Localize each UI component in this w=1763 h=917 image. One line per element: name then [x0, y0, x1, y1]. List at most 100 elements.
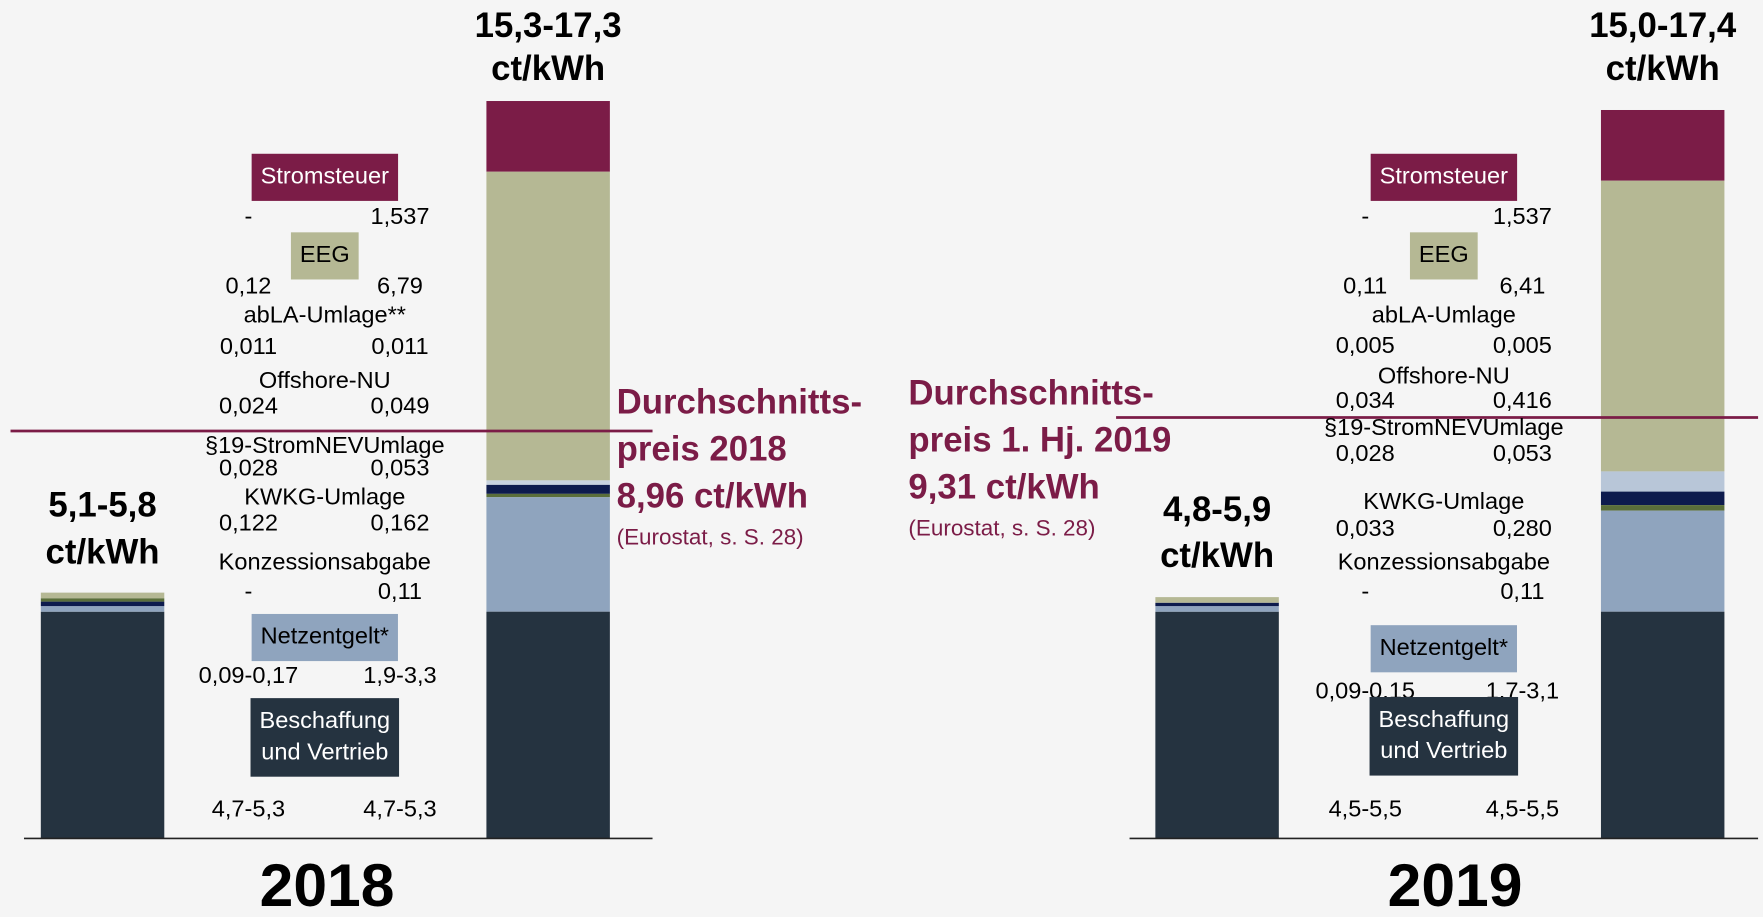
component: Offshore-NU0,034 0,416 [1336, 362, 1552, 413]
bar-segment [1600, 505, 1725, 511]
component-box [290, 232, 359, 280]
component-low: 0,005 [1336, 332, 1395, 358]
component: Offshore-NU0,024 0,049 [219, 367, 429, 419]
average-value: 9,31 ct/kWh [908, 469, 1099, 507]
bar-segment [486, 484, 610, 494]
component-box [250, 698, 400, 777]
bar-segment [1155, 602, 1279, 607]
average-title: Durchschnitts- [617, 383, 862, 421]
component: EEG 0,11 6,41 [1343, 232, 1545, 299]
component-box [251, 153, 399, 201]
component-high: 1,537 [1493, 203, 1552, 229]
component-high: 0,280 [1493, 515, 1552, 541]
total-label: 4,8-5,9 [1163, 491, 1271, 529]
bar-segment [1600, 510, 1725, 612]
bar-segment [1600, 109, 1725, 181]
component-high: 0,005 [1493, 332, 1552, 358]
component: Stromsteuer- 1,537 [1361, 153, 1552, 229]
component-high: 0,11 [378, 578, 422, 604]
component-name: KWKG-Umlage [1363, 488, 1524, 514]
component-low: 4,7-5,3 [212, 796, 285, 822]
bar-segment [1155, 611, 1279, 839]
component-name: Netzentgelt* [261, 623, 389, 649]
component-name: EEG [300, 241, 350, 267]
component-low: 0,11 [1343, 273, 1387, 299]
component-low: 0,028 [1336, 440, 1395, 466]
component-low: - [245, 203, 253, 229]
total-label: ct/kWh [1160, 537, 1274, 575]
component: Beschaffung und Vertrieb 4,5-5,5 4,5-5,5 [1329, 697, 1559, 822]
component-name: KWKG-Umlage [244, 484, 405, 510]
component-box [1409, 232, 1478, 280]
average-title: preis 2018 [617, 430, 787, 468]
component-low: 0,122 [219, 509, 278, 535]
component-low: - [245, 578, 253, 604]
average-title: preis 1. Hj. 2019 [908, 421, 1171, 459]
component-high: 6,79 [377, 273, 423, 299]
bar-segment [40, 611, 165, 839]
bar-segment [1600, 180, 1725, 472]
component-low: 0,011 [220, 333, 277, 359]
bar-segment [40, 601, 165, 607]
component-high: 0,053 [1493, 440, 1552, 466]
component-low: - [1361, 203, 1369, 229]
bar-segment [486, 493, 610, 498]
bar-segment [486, 171, 610, 481]
component: Netzentgelt* 0,09-0,17 1,9-3,3 [199, 613, 437, 688]
bar-segment [1600, 491, 1725, 506]
component-high: 6,41 [1499, 273, 1545, 299]
component: abLA-Umlage 0,005 0,005 [1336, 302, 1552, 358]
component-name: Beschaffung [1379, 706, 1510, 732]
component-name: Beschaffung [260, 707, 391, 733]
component-low: 0,09-0,17 [199, 662, 299, 688]
component: abLA-Umlage** 0,011 0,011 [220, 302, 429, 359]
component-high: 0,162 [371, 509, 430, 535]
component-box [1370, 153, 1518, 201]
bar-segment [486, 480, 610, 485]
component: EEG 0,12 6,79 [226, 232, 423, 299]
component-high: 0,011 [371, 333, 428, 359]
average-source: (Eurostat, s. S. 28) [617, 525, 804, 550]
component-name: §19-StromNEVUmlage [1324, 414, 1564, 440]
bar-segment [1600, 471, 1725, 492]
component-low: 0,034 [1336, 387, 1395, 413]
total-label: 15,3-17,3 [475, 7, 622, 45]
component-name: Netzentgelt* [1380, 634, 1508, 660]
component-name: Konzessionsabgabe [1338, 549, 1550, 575]
component-box [1369, 697, 1519, 776]
component-high: 1,9-3,3 [363, 662, 436, 688]
component-low: 0,024 [219, 393, 278, 419]
total-label: 5,1-5,8 [48, 487, 156, 525]
component-low: 0,028 [219, 454, 278, 480]
component-box [251, 613, 398, 662]
year-label: 2019 [1388, 851, 1523, 917]
component-low: - [1361, 578, 1369, 604]
bar-segment [486, 611, 610, 839]
component-name: Stromsteuer [1380, 163, 1508, 189]
bar-segment [40, 592, 165, 599]
bar-segment [1155, 606, 1279, 612]
component-low: 0,033 [1336, 515, 1395, 541]
component-name: abLA-Umlage** [244, 302, 406, 328]
component: Beschaffung und Vertrieb 4,7-5,3 4,7-5,3 [212, 698, 437, 822]
component-high: 0,049 [371, 393, 430, 419]
component-name: abLA-Umlage [1372, 302, 1516, 328]
bar-segment [1155, 597, 1279, 603]
bar-segment [486, 101, 610, 172]
bar-segment [40, 598, 165, 602]
component-name: und Vertrieb [1380, 737, 1507, 763]
component-high: 0,053 [371, 454, 430, 480]
component-high: 0,11 [1500, 578, 1544, 604]
average-title: Durchschnitts- [908, 374, 1153, 412]
bar-segment [486, 497, 610, 612]
component-box [1370, 625, 1517, 673]
component-name: Konzessionsabgabe [219, 549, 431, 575]
component-name: Offshore-NU [1378, 362, 1510, 388]
component-low: 4,5-5,5 [1329, 796, 1402, 822]
component-name: EEG [1419, 241, 1469, 267]
average-source: (Eurostat, s. S. 28) [908, 516, 1095, 541]
component: Netzentgelt*0,09-0,15 1,7-3,1 [1315, 625, 1559, 704]
